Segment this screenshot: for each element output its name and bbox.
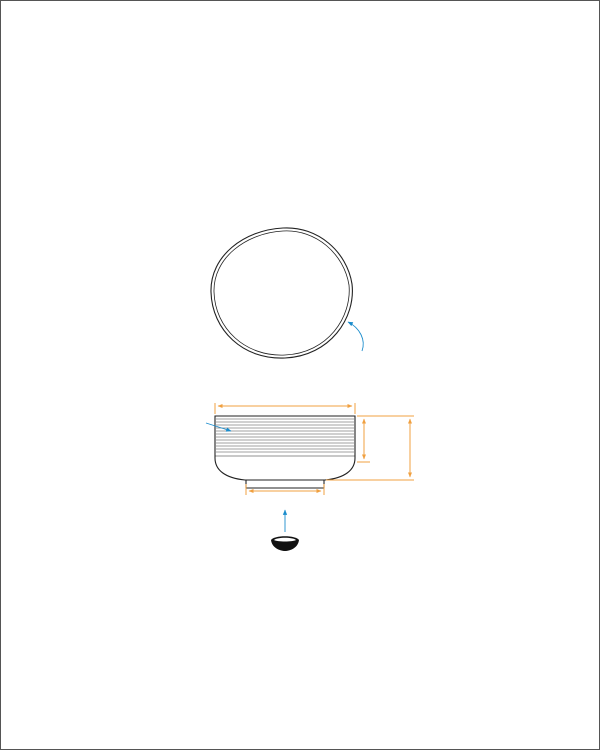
texture-layer-lines bbox=[216, 418, 354, 453]
base-diameter-dimension-line bbox=[245, 484, 325, 495]
texture-leader-arrow bbox=[205, 422, 232, 432]
top-diameter-dimension-line bbox=[214, 403, 356, 414]
stamp-logo-glyph bbox=[271, 536, 299, 551]
rim-leader-arrow bbox=[347, 321, 364, 352]
trim-height-dimension-line bbox=[357, 415, 370, 463]
top-view-rim bbox=[210, 227, 353, 359]
total-height-dimension-line bbox=[326, 415, 414, 481]
side-view-body bbox=[214, 415, 356, 489]
